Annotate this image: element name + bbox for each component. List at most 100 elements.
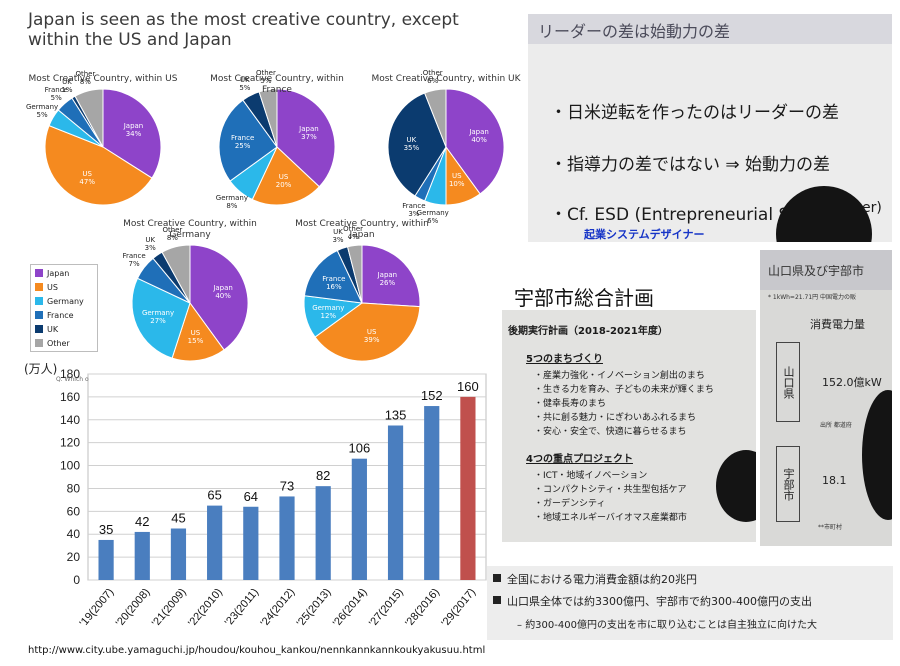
legend-swatch xyxy=(35,325,43,333)
y-tick-label: 0 xyxy=(73,573,80,587)
bar xyxy=(424,406,440,580)
pie-slice-label: UK 3% xyxy=(332,228,344,245)
legend-item: Other xyxy=(35,339,70,349)
pie-slice xyxy=(218,99,278,182)
bar-value-label: 160 xyxy=(457,379,479,394)
pie-slice xyxy=(361,244,421,308)
bar xyxy=(387,425,404,580)
pie-title: Most Creative Country, within US xyxy=(28,74,178,84)
pie-slice xyxy=(387,92,447,197)
slide-title-band xyxy=(528,14,892,44)
plan-item: ・安心・安全で、快適に暮らせるまち xyxy=(534,427,687,437)
pie-slice xyxy=(424,88,447,148)
pie-slice-label: Japan 37% xyxy=(299,125,319,142)
slide-leader-line: ・Cf. ESD (Entrepreneurial Sys xyxy=(550,205,809,225)
bar xyxy=(460,396,476,580)
y-tick-label: 40 xyxy=(67,527,81,541)
pie-slice xyxy=(303,249,363,304)
pie-slice-label: Germany 6% xyxy=(416,208,449,225)
pie-slice-label: UK 35% xyxy=(403,135,420,152)
pie-slice xyxy=(189,244,249,351)
pref-label: 山口県 xyxy=(776,342,800,422)
bar-value-label: 106 xyxy=(349,441,371,456)
legend-swatch xyxy=(35,311,43,319)
audience-head-silhouette xyxy=(862,390,892,520)
x-tick-label: '22(2010) xyxy=(186,586,225,629)
pie-slice-label: France 25% xyxy=(230,133,255,150)
pie-slice-label: UK 3% xyxy=(144,236,156,253)
slide-leader: リーダーの差は始動力の差 ・日米逆転を作ったのはリーダーの差 ・指導力の差ではな… xyxy=(528,14,892,242)
power-header: 消費電力量 xyxy=(810,318,865,331)
bar-value-label: 135 xyxy=(385,408,407,423)
pie-slice-label: Other 6% xyxy=(422,69,443,86)
legend-item: UK xyxy=(35,325,58,335)
bar-value-label: 45 xyxy=(171,511,185,526)
legend-label: Germany xyxy=(47,297,84,306)
pie-slice xyxy=(314,302,421,362)
plan-item: ・生きる力を育み、子どもの未来が輝くまち xyxy=(534,385,714,395)
pie-slice-label: US 10% xyxy=(448,172,465,189)
x-tick-label: '21(2009) xyxy=(150,586,189,629)
pie-slice-label: France 5% xyxy=(44,85,68,102)
slide-leader-line: ・指導力の差ではない ⇒ 始動力の差 xyxy=(550,155,831,175)
plan-item: ・コンパクトシティ・共生型包括ケア xyxy=(534,485,687,495)
pie-slice-label: US 39% xyxy=(363,328,380,345)
audience-head-silhouette xyxy=(716,450,756,522)
pie-slice-label: Other 8% xyxy=(75,70,96,87)
legend-swatch xyxy=(35,269,43,277)
city-label: 宇部市 xyxy=(776,446,800,522)
power-footnote: **市町村 xyxy=(818,524,843,531)
bar xyxy=(207,505,223,580)
pie-slice xyxy=(346,244,363,304)
plan-section-heading: 5つのまちづくり xyxy=(526,354,603,365)
x-tick-label: '29(2017) xyxy=(439,586,478,629)
pie-slice-label: UK 1% xyxy=(61,78,73,95)
pie-slice-label: Japan 34% xyxy=(123,122,144,139)
y-tick-label: 20 xyxy=(67,550,81,564)
pie-panel-title: Japan is seen as the most creative count… xyxy=(28,10,459,50)
x-tick-label: '26(2014) xyxy=(331,586,370,629)
bar-chart: 0 20 40 60 80 100 120 140 160 180 35 '19(2007) 42 '20… xyxy=(60,367,487,629)
bar-value-label: 65 xyxy=(207,488,221,503)
slide-leader-title: リーダーの差は始動力の差 xyxy=(538,22,731,41)
bar-value-label: 35 xyxy=(99,522,113,537)
spend-line: 山口県全体では約3300億円、宇部市で約300-400億円の支出 xyxy=(507,595,812,608)
pie-slice-label: Germany 8% xyxy=(215,193,248,210)
pie-slice xyxy=(258,88,278,148)
plan-heading: 後期実行計画（2018-2021年度） xyxy=(508,326,668,337)
bar-value-label: 152 xyxy=(421,388,443,403)
bar-value-label: 64 xyxy=(244,489,258,504)
x-tick-label: '19(2007) xyxy=(78,586,117,629)
legend-label: Other xyxy=(47,339,70,348)
y-tick-label: 160 xyxy=(60,390,80,404)
pie-slice-label: US 47% xyxy=(79,170,95,186)
pie-slice-label: France 3% xyxy=(402,202,426,219)
bar-chart-note: Q. Which o xyxy=(56,376,89,383)
slide-ube-plan: 後期実行計画（2018-2021年度） 5つのまちづくり ・産業力強化・イノベー… xyxy=(502,310,756,542)
audience-head-silhouette xyxy=(776,186,872,242)
pie-slice-label: Japan 40% xyxy=(469,128,489,145)
bar-chart-unit: (万人) xyxy=(24,362,58,376)
slide-power-consumption: 山口県及び宇部市 * 1kWh=21.71円 中国電力の販 消費電力量 山口県 … xyxy=(760,250,892,546)
pie-title: Most Creative Country, within Germany xyxy=(123,219,257,240)
bar xyxy=(243,506,259,580)
spend-subline-text: 約300-400億円の支出を市に取り込むことは自主独立に向けた大 xyxy=(525,620,817,631)
plan-section-heading: 4つの重点プロジェクト xyxy=(526,454,633,465)
pie-slice-label: Germany 12% xyxy=(312,303,345,320)
y-tick-label: 100 xyxy=(60,459,80,473)
pie-slice-label: Japan 26% xyxy=(377,271,398,288)
pie-slice-label: France 16% xyxy=(322,274,346,291)
slide-electricity-spending: 全国における電力消費金額は約20兆円 山口県全体では約3300億円、宇部市で約3… xyxy=(487,566,893,640)
pref-value: 152.0億kW xyxy=(822,376,882,389)
plan-item: ・ICT・地域イノベーション xyxy=(534,471,648,481)
plan-item: ・健幸長寿のまち xyxy=(534,399,607,409)
slide-leader-subtitle: 起業システムデザイナー xyxy=(584,228,705,241)
pie-title: Most Creative Country, within Japan xyxy=(295,219,429,240)
y-tick-label: 120 xyxy=(60,436,80,450)
legend-swatch xyxy=(35,339,43,347)
legend-label: Japan xyxy=(47,269,70,278)
spend-subline: – 約300-400億円の支出を市に取り込むことは自主独立に向けた大 xyxy=(517,620,817,631)
x-tick-label: '25(2013) xyxy=(295,586,334,629)
x-tick-label: '24(2012) xyxy=(258,586,297,629)
bar xyxy=(170,528,187,580)
